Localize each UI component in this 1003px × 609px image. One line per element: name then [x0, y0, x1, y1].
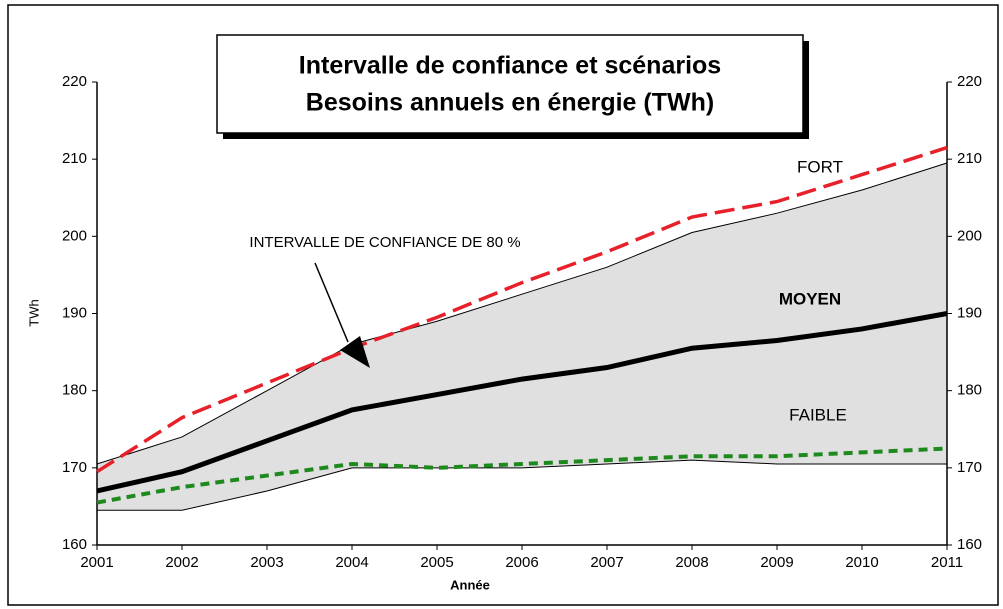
x-tick-label: 2008: [675, 554, 708, 571]
y-axis-label: TWh: [26, 299, 41, 326]
y-tick-label: 190: [62, 304, 87, 321]
y2-tick-label: 200: [957, 227, 982, 244]
y-tick-label: 210: [62, 150, 87, 167]
y2-tick-label: 170: [957, 459, 982, 476]
y2-tick-label: 220: [957, 73, 982, 90]
y2-tick-label: 190: [957, 304, 982, 321]
arrow-head: [340, 336, 370, 368]
title-box: [216, 34, 804, 134]
x-tick-label: 2005: [420, 554, 453, 571]
x-axis-label: Année: [450, 577, 490, 592]
series-line: [96, 446, 948, 505]
x-tick-label: 2011: [931, 554, 963, 571]
y-tick-label: 160: [62, 536, 87, 553]
x-tick-label: 2006: [505, 554, 538, 571]
x-tick-label: 2007: [590, 554, 623, 571]
band-edge: [97, 459, 947, 511]
arrow-shaft: [314, 262, 349, 343]
x-tick-label: 2004: [335, 554, 368, 571]
frame: [7, 4, 999, 606]
series-line: [96, 311, 948, 494]
band-edge: [96, 162, 948, 465]
plot-area: 160 170 180 190 200 210 220 160 170 180 190 200 210 2…: [62, 73, 982, 571]
y2-tick-label: 160: [957, 536, 982, 553]
band-label: INTERVALLE DE CONFIANCE DE 80 %: [249, 234, 520, 251]
y2-tick-label: 210: [957, 150, 982, 167]
y-tick-label: 220: [62, 73, 87, 90]
chart-title: Besoins annuels en énergie (TWh): [306, 89, 714, 117]
series-label: MOYEN: [779, 289, 841, 308]
x-tick-label: 2002: [165, 554, 198, 571]
y-tick-label: 200: [62, 227, 87, 244]
series-label: FORT: [797, 157, 843, 176]
y-tick-label: 170: [62, 459, 87, 476]
y-tick-label: 180: [62, 382, 87, 399]
chart-title: Intervalle de confiance et scénarios: [299, 52, 721, 80]
y2-tick-label: 180: [957, 382, 982, 399]
x-tick-label: 2003: [250, 554, 283, 571]
series-line: [96, 145, 948, 474]
series-label: FAIBLE: [789, 405, 847, 424]
x-tick-label: 2009: [760, 554, 793, 571]
x-tick-label: 2010: [845, 554, 878, 571]
x-tick-label: 2001: [80, 554, 113, 571]
